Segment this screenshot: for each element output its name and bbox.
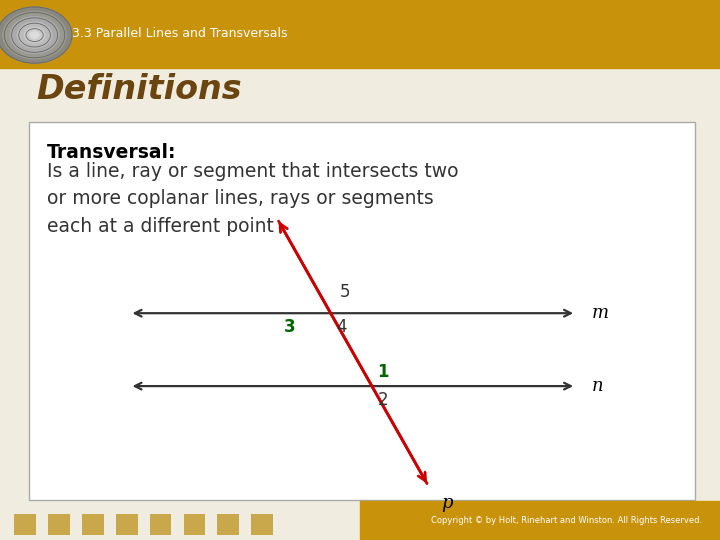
Bar [150, 514, 171, 535]
Text: 5: 5 [339, 284, 350, 301]
Circle shape [30, 32, 39, 38]
Text: 1: 1 [378, 363, 389, 381]
Text: 2: 2 [378, 391, 388, 409]
Bar [116, 514, 138, 535]
Circle shape [3, 11, 66, 59]
Bar [360, 501, 720, 540]
Circle shape [0, 7, 72, 63]
Bar [14, 514, 36, 535]
Text: 3.3 Parallel Lines and Transversals: 3.3 Parallel Lines and Transversals [72, 27, 287, 40]
Circle shape [10, 17, 59, 53]
Text: Is a line, ray or segment that intersects two
or more coplanar lines, rays or se: Is a line, ray or segment that intersect… [47, 162, 459, 235]
Bar [29, 122, 695, 500]
Text: Definitions: Definitions [36, 72, 242, 106]
Bar [0, 0, 720, 68]
Bar [82, 514, 104, 535]
Text: p: p [441, 494, 453, 512]
Text: Transversal:: Transversal: [47, 143, 176, 162]
Text: n: n [592, 377, 603, 395]
Bar [0, 501, 720, 540]
Circle shape [17, 22, 52, 48]
Bar [48, 514, 70, 535]
Bar [184, 514, 205, 535]
Bar [251, 514, 273, 535]
Text: Copyright © by Holt, Rinehart and Winston. All Rights Reserved.: Copyright © by Holt, Rinehart and Winsto… [431, 516, 702, 525]
Text: m: m [592, 304, 609, 322]
Text: 3: 3 [284, 318, 295, 336]
Bar [217, 514, 239, 535]
Text: 4: 4 [336, 318, 347, 336]
Circle shape [24, 28, 45, 43]
